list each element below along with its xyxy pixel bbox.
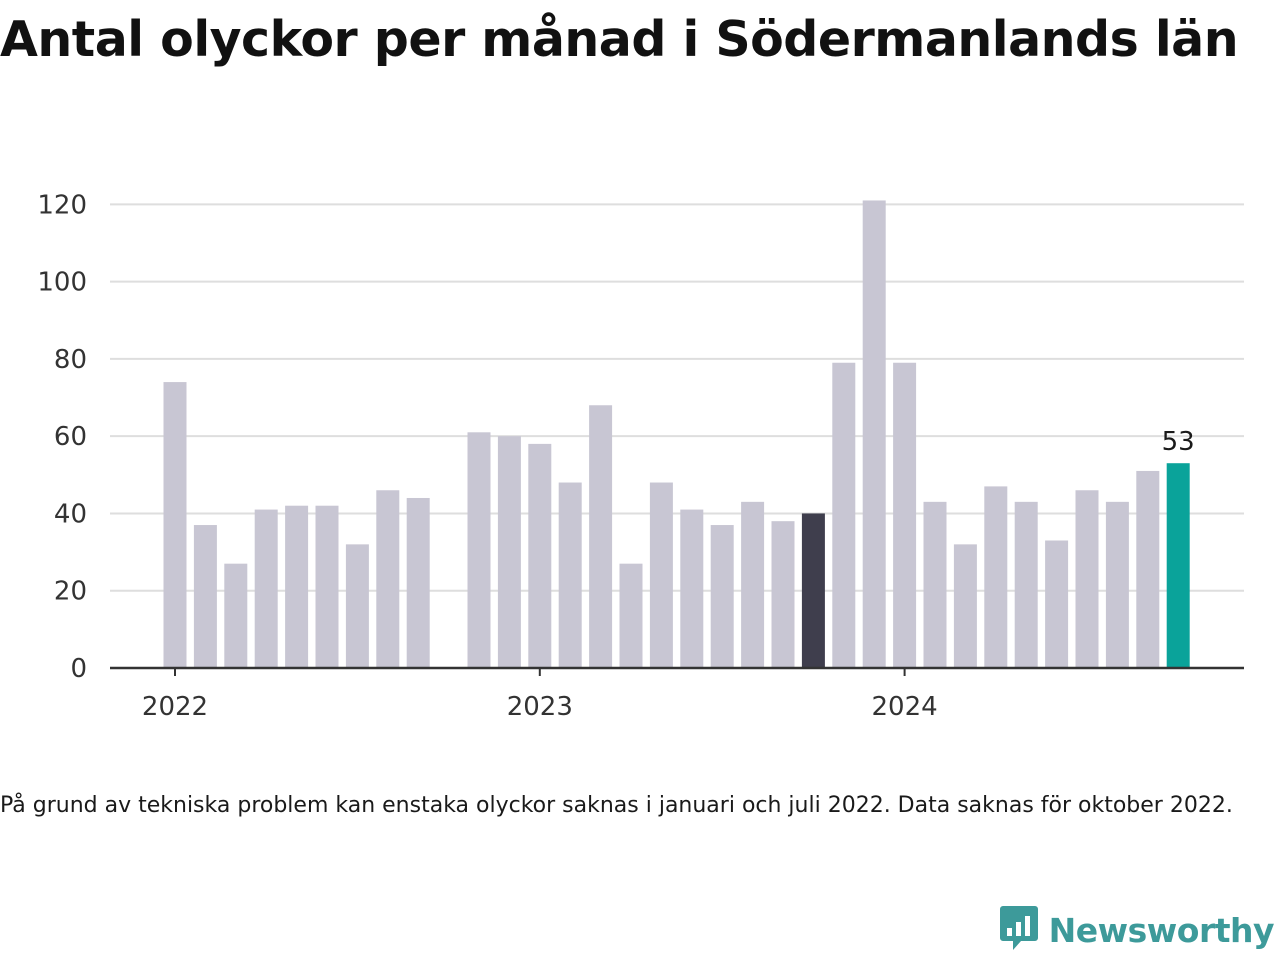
bar-2024-09 <box>1136 470 1160 668</box>
bar-2024-02 <box>923 501 947 668</box>
y-axis-labels: 0 20 40 60 80 100 120 <box>37 190 87 684</box>
bar-2022-09 <box>406 497 430 668</box>
bar-2024-10 <box>1166 463 1190 668</box>
bar-2023-07 <box>710 525 734 668</box>
y-tick-label: 0 <box>70 654 87 684</box>
y-tick-label: 100 <box>37 268 87 298</box>
bar-2023-03 <box>589 405 613 668</box>
bar-2022-07 <box>345 544 369 668</box>
bar-2022-12 <box>497 436 521 668</box>
y-tick-label: 20 <box>54 577 87 607</box>
bar-2024-07 <box>1075 490 1099 668</box>
footnote: På grund av tekniska problem kan enstaka… <box>0 793 1233 818</box>
bar-2023-12 <box>862 200 886 668</box>
bar-2022-11 <box>467 432 491 668</box>
bar-2022-06 <box>315 505 339 668</box>
bar-2024-01 <box>893 362 917 668</box>
bar-2023-05 <box>649 482 673 668</box>
bar-2024-03 <box>953 544 977 668</box>
bar-2023-04 <box>619 563 643 668</box>
bar-2023-09 <box>771 521 795 668</box>
bar-2023-02 <box>558 482 582 668</box>
bar-2023-01 <box>528 443 552 668</box>
bar-2024-04 <box>984 486 1008 668</box>
bar-2022-03 <box>224 563 248 668</box>
newsworthy-chart-bubble-icon <box>999 904 1039 956</box>
y-tick-label: 60 <box>54 422 87 452</box>
bars <box>163 200 1190 668</box>
bar-2022-04 <box>254 509 278 668</box>
bar-2023-10 <box>801 513 825 668</box>
x-axis-labels: 2022 2023 2024 <box>142 692 938 722</box>
bar-chart: 0 20 40 60 80 100 120 2022 2023 2024 53 <box>37 190 1244 722</box>
bar-2022-08 <box>376 490 400 668</box>
logo-text: Newsworthy <box>1048 910 1275 950</box>
y-tick-label: 80 <box>54 345 87 375</box>
x-tick-label: 2024 <box>872 692 938 722</box>
bar-2024-06 <box>1045 540 1069 668</box>
data-label-2024-10: 53 <box>1162 427 1195 457</box>
x-tick-label: 2023 <box>507 692 573 722</box>
bar-2024-05 <box>1014 501 1038 668</box>
gridlines <box>110 203 1244 592</box>
y-tick-label: 40 <box>54 499 87 529</box>
bar-2023-08 <box>741 501 765 668</box>
bar-2022-02 <box>193 525 217 668</box>
y-tick-label: 120 <box>37 190 87 220</box>
bar-2023-11 <box>832 362 856 668</box>
x-tick-label: 2022 <box>142 692 208 722</box>
bar-2022-01 <box>163 382 187 668</box>
bar-2024-08 <box>1105 501 1129 668</box>
newsworthy-logo: Newsworthy <box>999 904 1275 956</box>
data-labels: 53 <box>1162 427 1195 457</box>
x-axis <box>110 666 1244 676</box>
bar-2022-05 <box>285 505 309 668</box>
chart-title: Antal olyckor per månad i Södermanlands … <box>0 11 1239 68</box>
bar-2023-06 <box>680 509 704 668</box>
